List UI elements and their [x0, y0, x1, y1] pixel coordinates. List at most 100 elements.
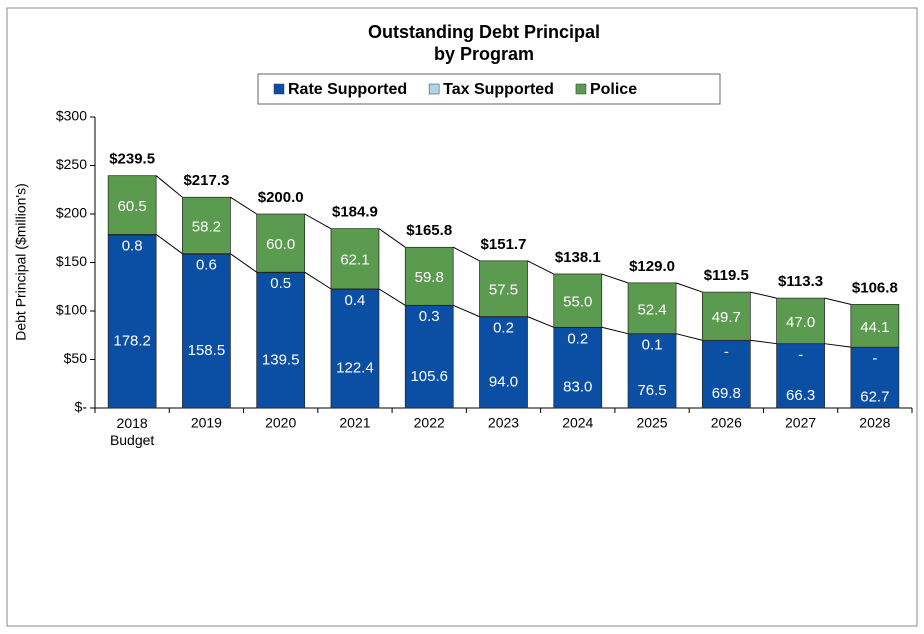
bar-segment [479, 260, 528, 317]
connector [824, 297, 851, 305]
bar-segment [553, 327, 603, 409]
y-tick-label: $150 [56, 253, 87, 269]
x-tick-label: 2019 [191, 415, 222, 431]
value-label: 94.0 [489, 373, 518, 390]
value-label: 62.1 [340, 252, 369, 269]
total-label: $151.7 [481, 236, 527, 253]
value-label: 83.0 [563, 379, 592, 396]
bar-segment [850, 304, 900, 348]
bar-segment [107, 234, 157, 409]
x-tick-label: 2020 [265, 415, 296, 431]
value-label: 0.4 [345, 292, 366, 309]
connector [527, 316, 554, 328]
y-tick-label: $- [75, 399, 88, 415]
value-label: 60.5 [118, 198, 147, 215]
total-label: $184.9 [332, 204, 378, 221]
bar-segment [330, 288, 380, 409]
value-label: 0.2 [567, 330, 588, 347]
chart-title: Outstanding Debt Principal [368, 22, 600, 42]
bar-segment [627, 333, 677, 409]
value-label: 69.8 [712, 385, 741, 402]
value-label: - [872, 350, 877, 367]
connector [750, 291, 777, 299]
bar-segment [182, 196, 231, 255]
bar-segment [107, 175, 157, 235]
y-axis-label: Debt Principal ($million's) [13, 183, 29, 341]
value-label: 0.5 [270, 275, 291, 292]
bar-segment [553, 273, 603, 328]
y-tick-label: $50 [64, 350, 88, 366]
connector [304, 271, 332, 290]
y-tick-label: $250 [56, 156, 87, 172]
x-tick-label: 2026 [711, 415, 742, 431]
bar-segment [627, 282, 677, 335]
value-label: 122.4 [336, 360, 374, 377]
connector [453, 304, 480, 318]
total-label: $119.5 [704, 267, 749, 284]
value-label: 47.0 [786, 314, 815, 331]
bar-segment [701, 291, 751, 341]
connector [824, 343, 851, 348]
x-tick-label: 2021 [339, 415, 370, 431]
value-label: 0.6 [196, 257, 217, 274]
chart-subtitle: by Program [434, 44, 534, 64]
x-tick-label: 2018 Budget [110, 415, 154, 448]
legend-swatch [575, 83, 587, 95]
x-tick-label: 2022 [414, 415, 445, 431]
legend-box [257, 73, 721, 105]
legend-label: Rate Supported [288, 81, 407, 98]
connector [230, 196, 257, 215]
total-label: $165.8 [406, 222, 452, 239]
legend-swatch [428, 83, 440, 95]
connector [601, 273, 629, 284]
total-label: $113.3 [778, 273, 823, 290]
connector [230, 253, 257, 273]
bar-segment [850, 346, 900, 409]
value-label: 49.7 [712, 309, 741, 326]
value-label: 178.2 [113, 333, 151, 350]
x-tick-label: 2024 [562, 415, 593, 431]
bar-segment [256, 272, 306, 409]
connector [527, 260, 554, 275]
bar-segment [776, 343, 825, 409]
connector [304, 213, 332, 230]
value-label: 58.2 [192, 218, 221, 235]
value-label: 62.7 [860, 389, 889, 406]
bar-segment [479, 316, 528, 409]
total-label: $129.0 [629, 258, 675, 275]
bar-segment [256, 213, 306, 273]
value-label: 44.1 [860, 319, 889, 336]
total-label: $239.5 [109, 151, 155, 168]
value-label: 52.4 [637, 301, 666, 318]
connector [155, 233, 183, 255]
x-tick-label: 2023 [488, 415, 519, 431]
value-label: 0.3 [419, 308, 440, 325]
value-label: 139.5 [262, 351, 300, 368]
bar-segment [330, 228, 380, 290]
value-label: - [724, 343, 729, 360]
connector [378, 228, 406, 248]
total-label: $217.3 [183, 172, 229, 189]
legend-label: Police [590, 81, 637, 98]
bar-segment [182, 253, 231, 409]
value-label: 105.6 [410, 368, 448, 385]
total-label: $106.8 [852, 279, 898, 296]
bar-segment [404, 305, 454, 409]
connector [378, 288, 406, 306]
connector [675, 282, 703, 293]
value-label: 76.5 [637, 382, 666, 399]
value-label: 0.8 [122, 237, 143, 254]
value-label: 66.3 [786, 387, 815, 404]
chart-frame [6, 7, 918, 627]
value-label: 60.0 [266, 236, 295, 253]
value-label: 158.5 [188, 342, 226, 359]
legend-label: Tax Supported [443, 81, 554, 98]
total-label: $138.1 [555, 249, 601, 266]
value-label: 57.5 [489, 282, 518, 299]
bar-segment [776, 297, 825, 345]
x-tick-label: 2028 [859, 415, 890, 431]
value-label: 0.1 [642, 337, 663, 354]
x-tick-label: 2027 [785, 415, 816, 431]
y-tick-label: $100 [56, 302, 87, 318]
